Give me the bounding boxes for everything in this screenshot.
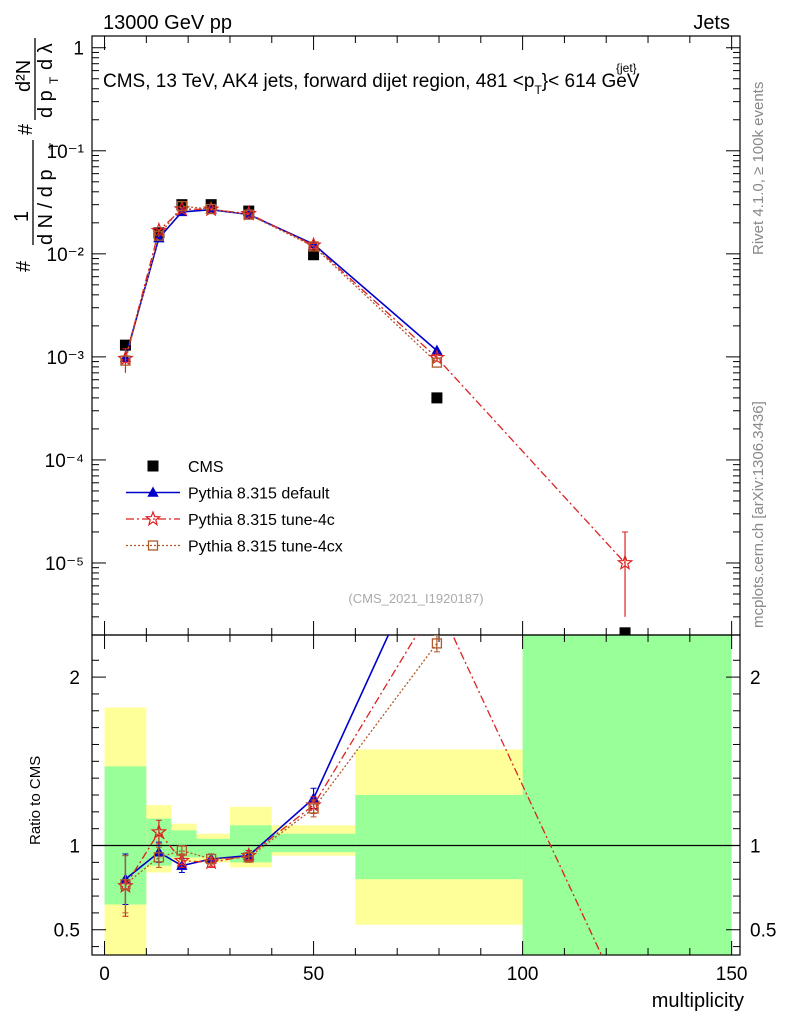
axes: 1 10⁻¹ 10⁻² 10⁻³ 10⁻⁴ 10⁻⁵ 0 50 100 150 0.5 0.5 1 1 2 2 — [45, 36, 776, 985]
legend-label-tune4cx: Pythia 8.315 tune-4cx — [188, 539, 343, 556]
tune4c-ratio-point-2 — [173, 851, 191, 868]
rivet-label: Rivet 4.1.0, ≥ 100k events — [750, 82, 767, 255]
tune4cx-line — [124, 205, 438, 364]
legend: CMS Pythia 8.315 default Pythia 8.315 tune… — [126, 459, 343, 556]
ylabel-one: 1 — [11, 211, 33, 222]
default-ratio-point-6 — [431, 523, 442, 533]
ratio-ytick-label-right: 1 — [750, 837, 761, 858]
ratio-uncertainty-bands — [104, 635, 732, 955]
x-axis-label: multiplicity — [652, 990, 744, 1012]
tune4c-point-6 — [428, 349, 446, 365]
title-pre: CMS, 13 TeV, AK4 jets, forward dijet reg… — [103, 71, 534, 92]
title-post: }< 614 GeV — [542, 71, 640, 92]
ratio-ytick-label: 0.5 — [54, 921, 80, 942]
main-ytick-label: 1 — [73, 39, 84, 60]
tune4cx-ratio-point-5 — [308, 803, 319, 814]
tune4cx-ratio-point-4 — [243, 852, 254, 863]
xtick-label: 150 — [716, 964, 748, 985]
xtick-label: 100 — [507, 964, 539, 985]
title-sup: {jet} — [616, 61, 637, 75]
legend-marker-CMS — [147, 460, 159, 472]
main-ytick-label: 10⁻³ — [47, 348, 85, 369]
ylabel-hash-1: # — [13, 260, 35, 272]
title-sub: T — [534, 83, 542, 97]
legend-marker-tune4cx — [147, 540, 159, 551]
legend-label-CMS: CMS — [188, 459, 224, 476]
ratio-ytick-label: 1 — [69, 837, 80, 858]
tune4cx-ratio-point-0 — [120, 879, 131, 890]
mcplots-label: mcplots.cern.ch [arXiv:1306.3436] — [750, 401, 767, 628]
header-right: Jets — [693, 12, 730, 34]
xtick-label: 0 — [99, 964, 110, 985]
tune4cx-point-3 — [205, 203, 217, 215]
ratio-ylabel: Ratio to CMS — [27, 756, 44, 845]
tune4c-point-1 — [150, 221, 168, 238]
band-inner-5 — [271, 833, 356, 853]
ylabel-denom: d p — [35, 90, 57, 118]
ratio-plot-data — [117, 523, 631, 1012]
band-inner-3 — [196, 838, 230, 858]
cms-point-2 — [176, 199, 188, 211]
tune4cx-ratio-point-6 — [431, 638, 443, 649]
default-line — [124, 208, 438, 359]
main-title: CMS, 13 TeV, AK4 jets, forward dijet reg… — [103, 71, 640, 97]
tune4cx-point-6 — [431, 357, 443, 368]
legend-marker-tune4c — [144, 510, 162, 527]
tune4cx-point-1 — [153, 230, 165, 241]
cms-point-5 — [308, 249, 320, 261]
header-left: 13000 GeV pp — [103, 12, 232, 34]
ylabel-hash-2: # — [15, 123, 37, 135]
tune4cx-point-0 — [120, 355, 131, 366]
tune4c-line — [124, 208, 626, 564]
band-inner-7 — [522, 635, 732, 955]
ylabel-dN: d N / d p — [35, 169, 57, 245]
ylabel-d2N: d²N — [13, 60, 35, 92]
main-ytick-label: 10⁻⁴ — [45, 451, 84, 472]
tune4c-ratio-point-1 — [150, 823, 168, 840]
ylabel-T1: T — [47, 142, 61, 150]
legend-marker-default — [147, 486, 159, 497]
cms-point-7 — [619, 627, 631, 635]
cms-point-0 — [119, 339, 131, 351]
main-ytick-label: 10⁻¹ — [47, 142, 85, 163]
legend-label-tune4c: Pythia 8.315 tune-4c — [188, 512, 335, 529]
legend-label-default: Pythia 8.315 default — [188, 486, 330, 503]
main-ylabel: # 1 d N / d p T # d²N d p T d λ — [11, 38, 61, 272]
xtick-label: 50 — [303, 964, 324, 985]
main-ytick-label: 10⁻⁵ — [45, 554, 84, 575]
main-plot-data — [117, 199, 634, 635]
tune4cx-point-5 — [308, 241, 319, 252]
tune4cx-point-4 — [243, 209, 254, 220]
tune4c-ratio-point-7 — [618, 999, 631, 1012]
band-inner-6 — [355, 795, 523, 880]
tune4cx-ratio-point-1 — [153, 852, 165, 863]
ratio-ytick-label-right: 0.5 — [750, 921, 776, 942]
band-inner-2 — [171, 830, 197, 858]
ratio-ytick-label: 2 — [69, 668, 80, 689]
tune4c-point-7 — [616, 554, 634, 570]
ylabel-dlambda: d λ — [35, 43, 57, 70]
cms-point-6 — [431, 392, 443, 404]
tune4cx-ratio-point-3 — [205, 853, 217, 865]
tune4cx-point-2 — [176, 201, 188, 212]
tune4cx-ratio-point-2 — [176, 845, 188, 856]
analysis-watermark: (CMS_2021_I1920187) — [348, 591, 483, 606]
main-ytick-label: 10⁻² — [47, 245, 85, 266]
ylabel-T2: T — [47, 76, 61, 84]
ratio-ytick-label-right: 2 — [750, 668, 761, 689]
